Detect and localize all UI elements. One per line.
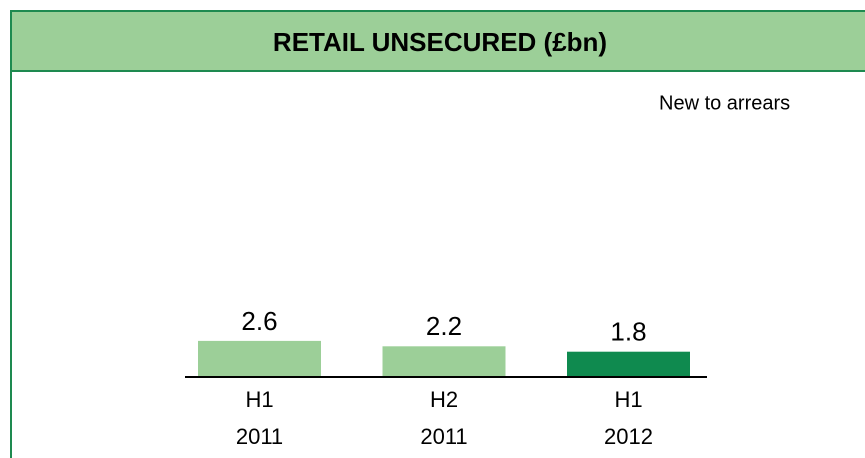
- chart-subtitle: New to arrears: [659, 92, 790, 114]
- value-label: 1.8: [610, 317, 646, 347]
- bar: [382, 346, 506, 376]
- value-label: 2.2: [426, 311, 462, 341]
- bar: [567, 351, 690, 376]
- value-label: 2.6: [241, 306, 277, 336]
- chart-title: RETAIL UNSECURED (£bn): [273, 27, 607, 57]
- x-tick-label: H1: [245, 387, 273, 412]
- x-tick-label: 2011: [236, 424, 283, 449]
- x-tick-label: H2: [430, 387, 458, 412]
- x-tick-label: 2011: [420, 424, 467, 449]
- bar: [198, 340, 321, 376]
- x-tick-label: H1: [614, 387, 642, 412]
- header-band: [10, 10, 865, 72]
- x-tick-label: 2012: [604, 424, 653, 449]
